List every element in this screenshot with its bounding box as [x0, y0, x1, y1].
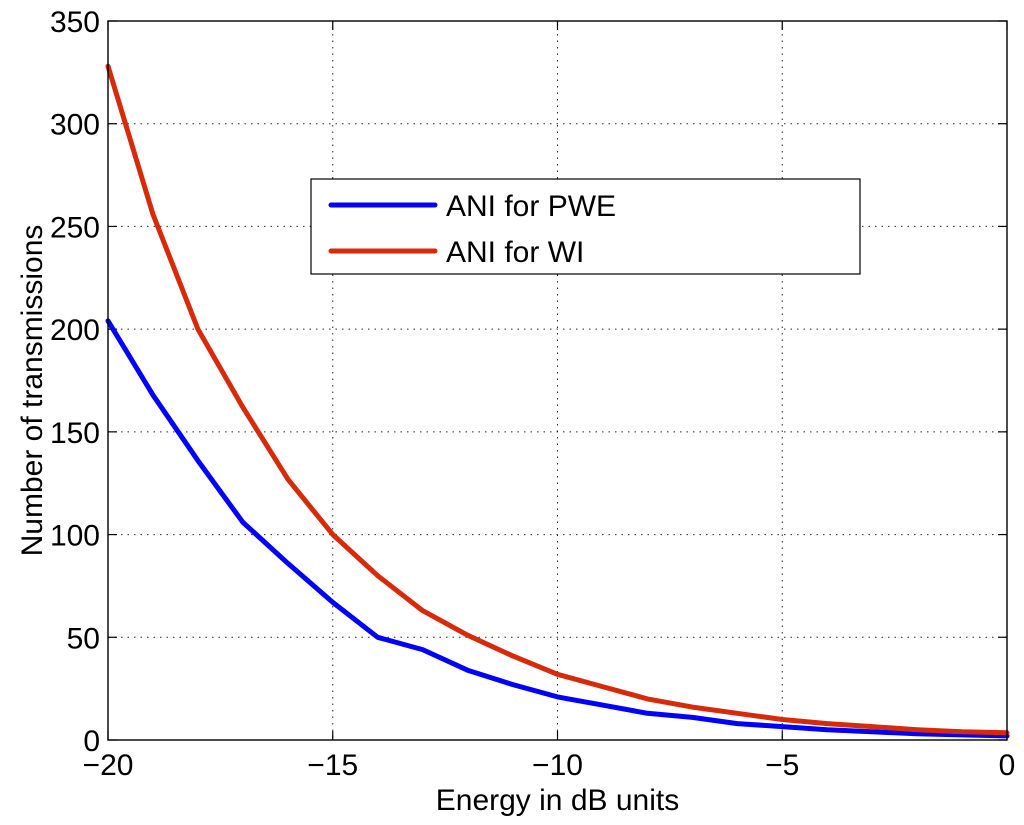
y-tick-label: 250 [50, 211, 100, 244]
legend-label-pwe: ANI for PWE [446, 190, 616, 223]
x-tick-label: 0 [999, 749, 1016, 782]
y-tick-label: 150 [50, 417, 100, 450]
y-tick-label: 350 [50, 6, 100, 39]
tick-layer: −20 −15 −10 −5 0 0 50 100 150 200 250 300 350 [50, 6, 1015, 782]
y-tick-label: 300 [50, 109, 100, 142]
x-tick-label: −15 [307, 749, 358, 782]
y-tick-label: 50 [67, 622, 100, 655]
grid-layer [108, 21, 1007, 740]
legend: ANI for PWE ANI for WI [310, 178, 861, 275]
y-tick-label: 0 [83, 725, 100, 758]
series-line-pwe [105, 318, 1010, 739]
x-tick-label: −10 [532, 749, 583, 782]
series-line-wi [105, 63, 1010, 736]
y-tick-label: 100 [50, 520, 100, 553]
x-axis-label: Energy in dB units [436, 784, 679, 817]
y-tick-label: 200 [50, 314, 100, 347]
x-tick-label: −5 [765, 749, 799, 782]
label-layer: Energy in dB units Number of transmissio… [16, 225, 679, 817]
axes-frame [107, 20, 1008, 741]
x-tick-label: −20 [83, 749, 134, 782]
legend-label-wi: ANI for WI [446, 236, 584, 269]
series-layer [105, 63, 1010, 739]
legend-box [310, 178, 861, 275]
y-axis-label: Number of transmissions [16, 225, 49, 557]
